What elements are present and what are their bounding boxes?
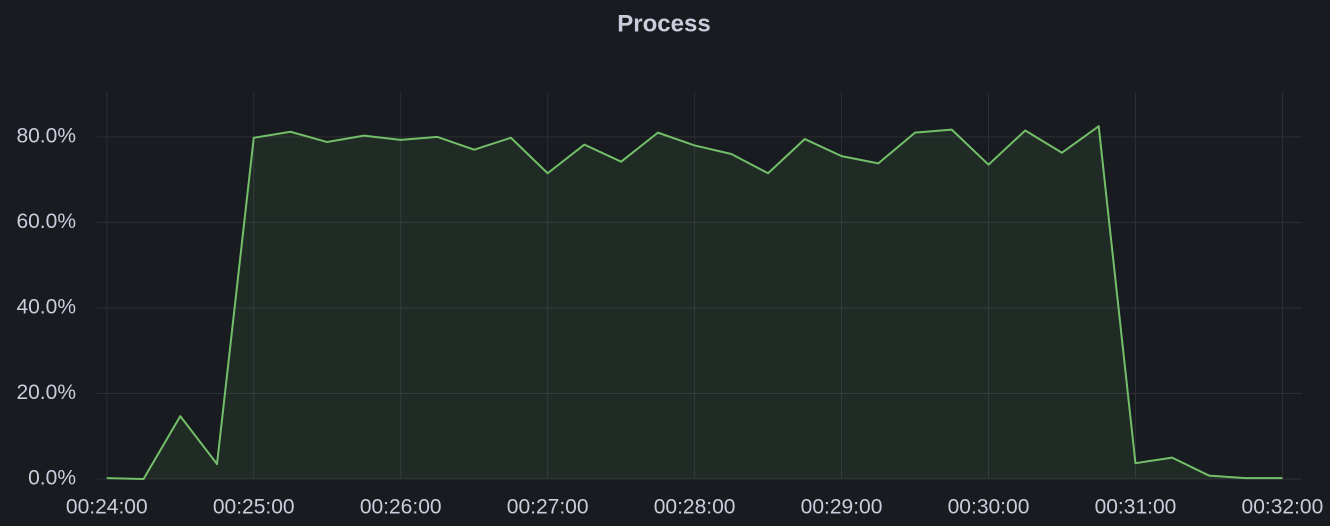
y-tick-label: 40.0% — [16, 295, 76, 318]
y-tick-label: 20.0% — [16, 381, 76, 404]
x-tick-label: 00:31:00 — [1095, 496, 1177, 519]
x-tick-label: 00:25:00 — [213, 496, 295, 519]
x-tick-label: 00:27:00 — [507, 496, 589, 519]
x-tick-label: 00:32:00 — [1242, 496, 1324, 519]
x-tick-label: 00:24:00 — [66, 496, 148, 519]
y-tick-label: 60.0% — [16, 210, 76, 233]
x-tick-label: 00:26:00 — [360, 496, 442, 519]
x-tick-label: 00:29:00 — [801, 496, 883, 519]
area — [106, 126, 1283, 479]
x-tick-label: 00:28:00 — [654, 496, 736, 519]
line — [106, 125, 1283, 480]
y-tick-label: 0.0% — [28, 467, 76, 490]
x-tick-label: 00:30:00 — [948, 496, 1030, 519]
chart-title: Process — [617, 10, 710, 37]
y-tick-label: 80.0% — [16, 124, 76, 147]
